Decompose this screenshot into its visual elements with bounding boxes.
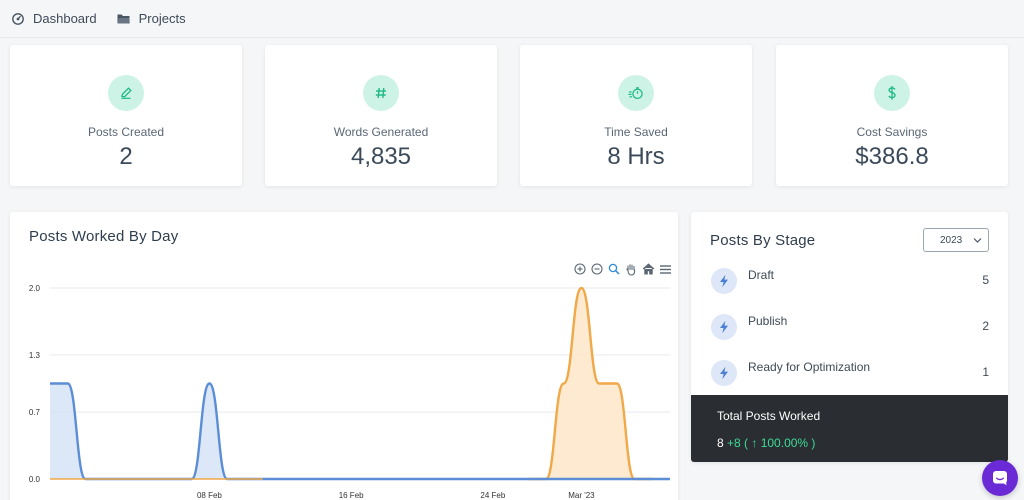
chart-plot: 0.0 0.7 1.3 2.0 08 Feb 16 Feb 24 Feb Mar '23 <box>29 284 670 500</box>
total-posts-summary: Total Posts Worked 8 +8 ( ↑ 100.00% ) <box>691 395 1008 462</box>
hash-icon <box>363 75 399 111</box>
y-tick-label: 0.0 <box>29 475 41 484</box>
stat-value: 8 Hrs <box>607 143 665 170</box>
total-label: Total Posts Worked <box>717 409 821 423</box>
series-line <box>528 286 653 481</box>
menu-icon[interactable] <box>658 262 672 276</box>
total-line: 8 +8 ( ↑ 100.00% ) <box>717 436 815 450</box>
y-tick-label: 2.0 <box>29 284 41 293</box>
pencil-icon <box>108 75 144 111</box>
stat-card-words-generated: Words Generated 4,835 <box>265 45 497 186</box>
total-change: +8 ( ↑ 100.00% ) <box>727 436 816 450</box>
zoom-select-icon[interactable] <box>607 262 621 276</box>
y-tick-label: 0.7 <box>29 408 41 417</box>
year-select[interactable]: 2023 <box>923 228 989 252</box>
stat-value: 4,835 <box>350 143 412 170</box>
zoom-out-icon[interactable] <box>590 262 604 276</box>
stage-row-publish: Publish 2 <box>711 314 993 344</box>
stat-value: 2 <box>119 143 133 170</box>
x-tick-label: 08 Feb <box>197 491 222 500</box>
stage-name: Publish <box>748 314 788 328</box>
stat-card-posts-created: Posts Created 2 <box>10 45 242 186</box>
stat-card-time-saved: Time Saved 8 Hrs <box>520 45 752 186</box>
total-value: 8 <box>717 436 724 450</box>
stat-label: Cost Savings <box>856 125 928 139</box>
y-tick-label: 1.3 <box>29 351 41 360</box>
series-line <box>50 382 263 481</box>
top-nav: Dashboard Projects <box>0 0 1024 38</box>
stat-label: Time Saved <box>604 125 668 139</box>
stat-card-cost-savings: Cost Savings $386.8 <box>776 45 1008 186</box>
folder-icon <box>117 14 130 24</box>
lightning-icon <box>711 268 737 294</box>
stage-row-ready-for-optimization: Ready for Optimization 1 <box>711 360 993 390</box>
x-tick-label: 16 Feb <box>339 491 364 500</box>
chart-title: Posts Worked By Day <box>29 228 179 245</box>
stage-name: Draft <box>748 268 775 282</box>
stage-name: Ready for Optimization <box>748 360 871 374</box>
x-tick-label: 24 Feb <box>480 491 505 500</box>
pan-icon[interactable] <box>624 262 638 276</box>
chevron-down-icon <box>973 238 982 243</box>
nav-dashboard-label: Dashboard <box>33 11 97 26</box>
dollar-icon <box>874 75 910 111</box>
posts-worked-chart-card: Posts Worked By Day 0.0 0.7 1.3 2.0 08 Feb 16… <box>10 212 678 500</box>
stage-count: 1 <box>982 365 989 379</box>
nav-projects-label: Projects <box>138 11 186 26</box>
year-select-value: 2023 <box>940 234 963 246</box>
dashboard-icon <box>12 12 24 25</box>
chat-launcher-button[interactable] <box>982 460 1018 496</box>
chat-icon <box>993 471 1007 486</box>
lightning-icon <box>711 360 737 386</box>
nav-projects[interactable]: Projects <box>117 11 186 26</box>
stopwatch-icon <box>618 75 654 111</box>
series-area <box>528 288 653 479</box>
stage-row-draft: Draft 5 <box>711 268 993 298</box>
chart-toolbar <box>573 262 672 276</box>
zoom-in-icon[interactable] <box>573 262 587 276</box>
posts-by-stage-card: Posts By Stage 2023 Draft 5 Publish 2 Re… <box>691 212 1008 462</box>
stage-count: 5 <box>982 273 989 287</box>
home-icon[interactable] <box>641 262 655 276</box>
stat-value: $386.8 <box>855 143 929 170</box>
x-tick-label: Mar '23 <box>568 491 595 500</box>
nav-dashboard[interactable]: Dashboard <box>12 11 97 26</box>
stage-count: 2 <box>982 319 989 333</box>
lightning-icon <box>711 314 737 340</box>
stat-label: Words Generated <box>333 125 429 139</box>
stat-label: Posts Created <box>87 125 165 139</box>
series-area <box>50 383 263 479</box>
stage-title: Posts By Stage <box>710 232 816 249</box>
